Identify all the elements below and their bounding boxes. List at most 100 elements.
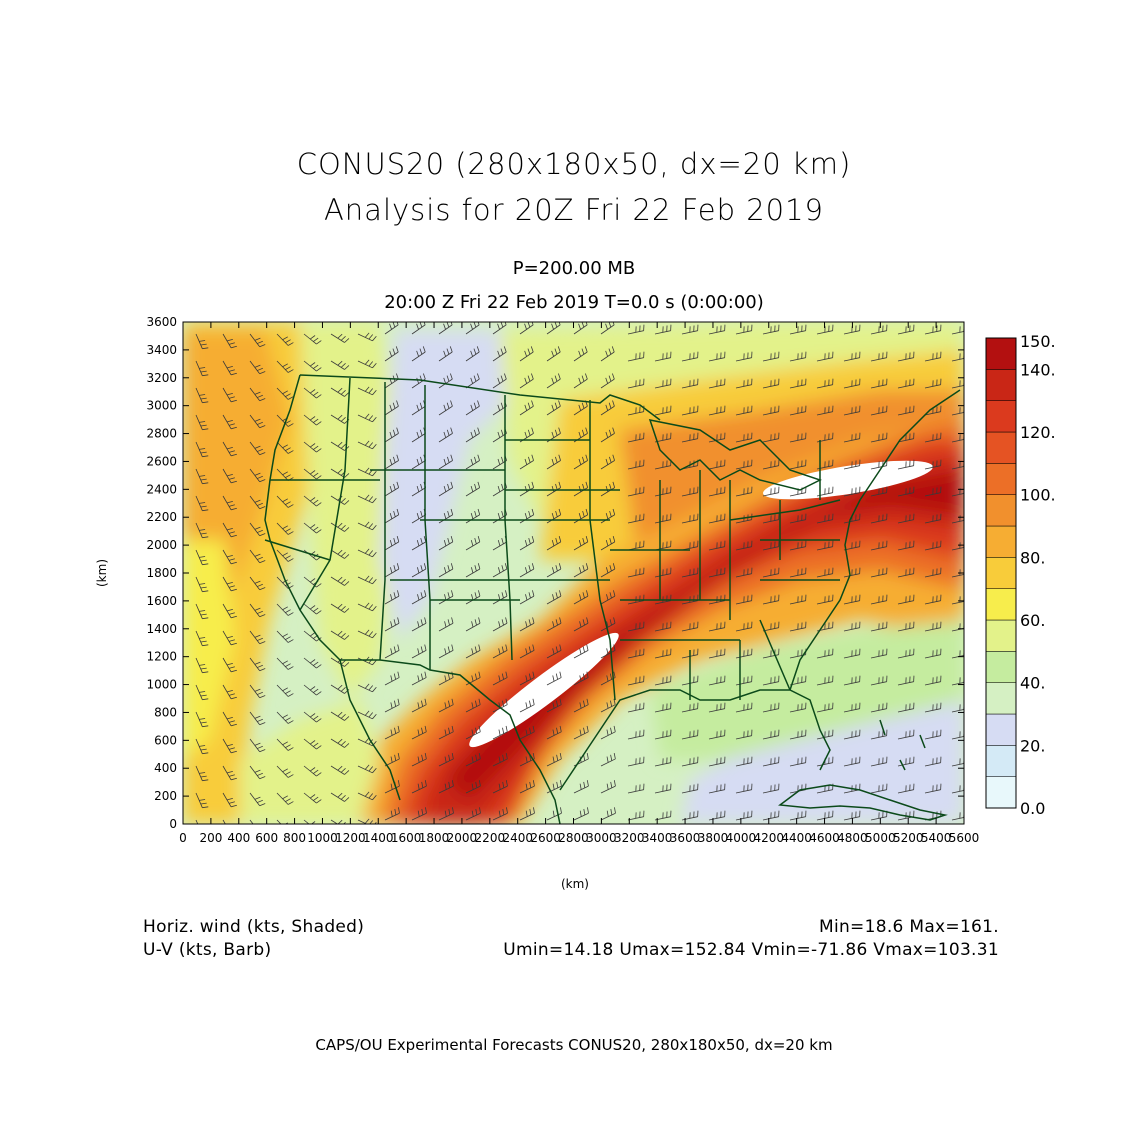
wind-barb xyxy=(249,360,266,375)
wind-barb xyxy=(654,648,672,659)
wind-barb xyxy=(762,405,780,416)
wind-barb xyxy=(600,508,616,524)
wind-barb xyxy=(357,575,377,585)
wind-barb xyxy=(627,486,645,497)
wind-barb xyxy=(924,378,942,389)
y-tick-label: 1400 xyxy=(146,622,177,636)
wind-barb xyxy=(384,535,400,551)
wind-barb xyxy=(600,454,615,470)
wind-barb xyxy=(303,792,322,804)
wind-barb xyxy=(573,671,589,686)
wind-barb xyxy=(843,486,861,497)
wind-barb xyxy=(465,807,481,821)
wind-barb xyxy=(762,729,780,740)
wind-barb xyxy=(708,648,726,659)
wind-barb xyxy=(735,729,753,740)
wind-barb xyxy=(789,729,807,740)
wind-barb xyxy=(627,459,645,470)
wind-barb xyxy=(816,729,834,740)
wind-barb xyxy=(735,702,753,713)
wind-barb xyxy=(465,617,481,632)
wind-barb xyxy=(654,378,672,389)
wind-barb xyxy=(249,684,266,699)
wind-barb xyxy=(303,495,322,507)
wind-barb xyxy=(411,807,427,821)
wind-barb xyxy=(600,346,615,362)
wind-barb xyxy=(897,621,915,632)
wind-barb xyxy=(600,752,616,767)
x-tick-label: 4800 xyxy=(837,831,868,845)
wind-barb xyxy=(546,752,562,767)
us-canada-border xyxy=(299,374,661,421)
wind-barb xyxy=(303,603,322,615)
wind-barb xyxy=(843,405,861,416)
wind-barb xyxy=(195,711,209,728)
wind-barb xyxy=(438,454,453,470)
wind-barb xyxy=(357,359,377,369)
wind-barb xyxy=(627,675,645,686)
wind-barb xyxy=(924,486,942,497)
wind-barb xyxy=(789,324,807,335)
wind-barb xyxy=(519,780,535,794)
x-axis: 0 200 400 600 800 100012001400160018002000220… xyxy=(179,322,979,845)
wind-barb xyxy=(195,387,209,404)
footer-field-label: Horiz. wind (kts, Shaded) xyxy=(143,917,365,937)
wind-barb xyxy=(708,567,726,578)
wind-barb xyxy=(357,710,377,720)
x-tick-label: 5200 xyxy=(893,831,924,845)
wind-barb xyxy=(762,594,780,605)
wind-barb xyxy=(357,764,377,774)
footer-uv-stats: Umin=14.18 Umax=152.84 Vmin=-71.86 Vmax=… xyxy=(503,940,999,960)
wind-barb xyxy=(897,351,915,362)
y-tick-label: 1800 xyxy=(146,566,177,580)
wind-barb xyxy=(681,783,699,794)
wind-barb xyxy=(600,373,615,389)
wind-barb xyxy=(573,400,588,416)
chart-title-line-1: CONUS20 (280x180x50, dx=20 km) xyxy=(296,147,852,181)
wind-barb xyxy=(384,590,400,605)
wind-barb xyxy=(708,810,726,821)
wind-barb xyxy=(276,549,294,562)
wind-barb xyxy=(870,756,888,767)
wind-barb xyxy=(357,467,377,477)
wind-barb xyxy=(249,387,266,402)
wind-barb xyxy=(465,400,480,416)
wind-barb xyxy=(222,468,237,484)
us-mexico-border xyxy=(340,659,561,824)
wind-barb xyxy=(411,590,427,605)
wind-barb xyxy=(627,729,645,740)
wind-barb xyxy=(573,454,588,470)
wind-barb xyxy=(195,657,209,674)
wind-barb xyxy=(438,481,454,497)
wind-barb xyxy=(195,738,209,755)
x-tick-label: 600 xyxy=(255,831,278,845)
wind-barb xyxy=(843,621,861,632)
wind-barb xyxy=(627,702,645,713)
wind-barb xyxy=(438,400,453,416)
wind-barb xyxy=(573,590,589,605)
wind-barb xyxy=(735,594,753,605)
wind-barb xyxy=(708,540,726,551)
wind-barb xyxy=(627,621,645,632)
wind-barb xyxy=(195,819,199,824)
wind-barb xyxy=(222,630,237,646)
wind-barb xyxy=(762,675,780,686)
wind-barb xyxy=(384,427,399,443)
wind-barb xyxy=(546,535,562,551)
wind-barb xyxy=(303,333,322,345)
wind-barb xyxy=(195,522,209,539)
wind-barb xyxy=(816,351,834,362)
wind-barb xyxy=(735,405,753,416)
wind-barb xyxy=(870,675,888,686)
x-tick-label: 5000 xyxy=(865,831,896,845)
wind-barb xyxy=(762,513,780,524)
colorbar-segment xyxy=(985,525,1017,558)
x-tick-label: 3200 xyxy=(614,831,645,845)
wind-barb xyxy=(681,432,699,443)
y-tick-label: 3000 xyxy=(146,399,177,413)
wind-barb xyxy=(357,386,377,396)
y-tick-label: 3600 xyxy=(146,315,177,329)
wind-barb xyxy=(195,441,209,458)
wind-barb xyxy=(303,387,322,399)
